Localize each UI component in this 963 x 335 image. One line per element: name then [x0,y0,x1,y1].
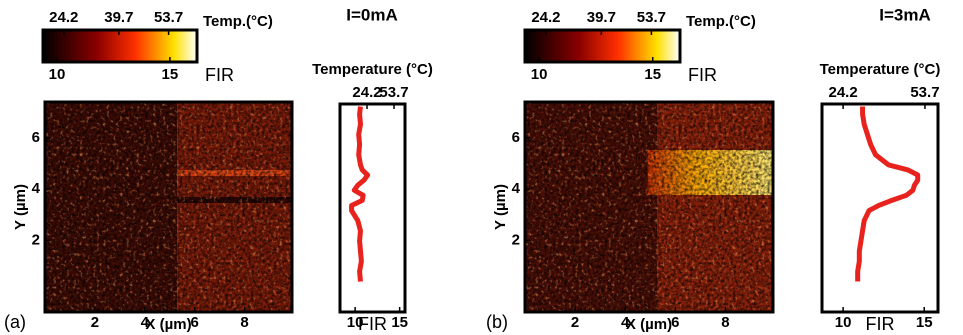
colorbar-tick-label: 24.2 [531,9,560,26]
colorbar-tick-label: 15 [644,66,661,83]
profile-x-label: FIR [866,314,895,334]
heatmap-frame [523,100,775,314]
heatmap-speckle [525,102,773,312]
colorbar-label: Temp.(°C) [686,13,756,30]
x-tick-label: 15 [916,314,933,331]
colorbar-label: Temp.(°C) [203,13,273,30]
x-axis-label: X (µm) [145,316,191,333]
panel: (b) I=3mA 24.2 39.7 53.7 10 15 Temp.(°C) FIR 2 4 6 8… [486,5,940,333]
x-axis-label: X (µm) [626,316,672,333]
colorbar [43,30,197,62]
profile-line [349,106,371,282]
colorbar-tick-label: 53.7 [154,9,183,26]
heatmap-frame [43,100,294,314]
colorbar-tick-label: 39.7 [587,9,616,26]
x-tick-label: 8 [240,314,248,331]
x2-tick-label: 24.2 [352,84,381,101]
panel: (a) I=0mA 24.2 39.7 53.7 10 15 Temp.(°C) FIR 2 4 6 8… [4,5,433,333]
y-tick-label: 6 [32,129,40,146]
colorbar-label: FIR [205,65,234,85]
colorbar-tick-label: 24.2 [49,9,78,26]
colorbar-tick-label: 10 [531,66,548,83]
profile-top-label: Temperature (°C) [312,61,433,78]
x-tick-label: 4 [621,314,630,331]
x-tick-label: 6 [191,314,199,331]
profile-bg [822,104,938,312]
colorbar-frame [41,28,199,64]
y-tick-label: 4 [512,180,521,197]
y-tick-label: 2 [512,231,520,248]
profile-x-label: FIR [358,314,387,334]
panel-title: I=3mA [879,5,931,24]
x-tick-label: 8 [721,314,729,331]
colorbar-tick-label: 53.7 [637,9,666,26]
profile-frame [820,102,940,314]
x-tick-label: 4 [141,314,150,331]
x-tick-label: 10 [835,314,852,331]
panel-title: I=0mA [346,5,398,24]
colorbar-tick-label: 10 [49,66,66,83]
profile-frame [338,102,407,314]
panel-label: (a) [4,312,26,332]
colorbar-label: FIR [688,65,717,85]
x2-tick-label: 53.7 [379,84,408,101]
panel-label: (b) [486,312,508,332]
x-tick-label: 6 [671,314,679,331]
profile-line [855,106,921,282]
heatmap-speckle [45,102,292,312]
y-axis-label: Y (µm) [12,184,29,230]
colorbar-tick-label: 15 [162,66,179,83]
x-tick-label: 15 [391,314,408,331]
x2-tick-label: 53.7 [910,84,939,101]
y-tick-label: 6 [512,129,520,146]
x2-tick-label: 24.2 [828,84,857,101]
colorbar-frame [523,28,682,64]
profile-top-label: Temperature (°C) [820,61,941,78]
x-tick-label: 2 [91,314,99,331]
colorbar-tick-label: 39.7 [104,9,133,26]
y-tick-label: 4 [32,180,41,197]
x-tick-label: 2 [571,314,579,331]
y-tick-label: 2 [32,231,40,248]
y-axis-label: Y (µm) [492,184,509,230]
colorbar [525,30,680,62]
x-tick-label: 10 [347,314,364,331]
